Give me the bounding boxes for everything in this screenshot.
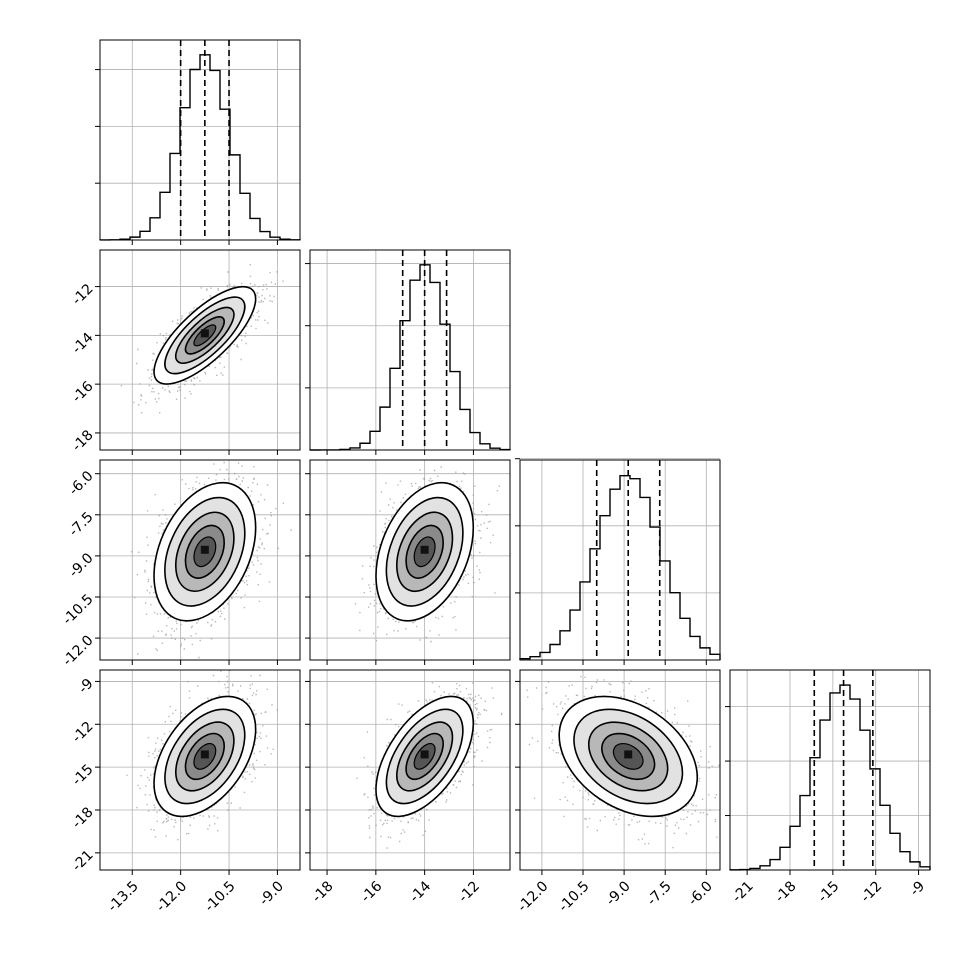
y-tick-label: -10.5 [60,591,97,628]
scatter-panel-2-1 [309,459,511,661]
x-tick-label: -18 [772,878,799,905]
x-tick-label: -13.5 [105,878,142,915]
scatter-points [130,460,292,659]
scatter-panel-3-2 [519,669,721,871]
scatter-points [356,682,503,849]
x-tick-label: -10.5 [556,878,593,915]
scatter-points [526,675,720,849]
x-tick-label: -9 [907,878,928,899]
x-tick-label: -6.0 [685,878,716,909]
x-tick-label: -12 [858,878,885,905]
density-peak [420,750,429,759]
scatter-frame [519,669,721,871]
histogram-panel-3 [725,669,931,871]
x-tick-label: -12.0 [515,878,552,915]
y-tick-label: -9.0 [66,550,97,581]
x-tick-label: -15 [815,878,842,905]
y-tick-label: -15 [69,761,96,788]
x-tick-label: -12 [456,878,483,905]
hist-frame [309,249,511,451]
y-tick-label: -7.5 [66,509,97,540]
density-peak [200,545,209,554]
histogram-panel-1 [305,249,511,451]
scatter-frame [99,459,301,661]
x-tick-label: -21 [729,878,756,905]
hist-steps [729,684,931,871]
hist-frame [519,459,721,661]
y-tick-label: -18 [69,804,96,831]
scatter-frame [99,249,301,451]
scatter-points [354,466,501,643]
hist-frame [99,39,301,241]
y-tick-label: -14 [69,330,97,358]
scatter-points [126,670,278,841]
scatter-panel-3-1 [309,669,511,871]
scatter-frame [99,669,301,871]
scatter-frame [309,669,511,871]
scatter-panel-3-0 [99,669,301,871]
x-tick-label: -14 [407,878,435,906]
scatter-panel-2-0 [99,459,301,661]
hist-steps [99,54,301,241]
scatter-panel-1-0 [99,249,301,451]
x-tick-label: -7.5 [644,878,675,909]
density-peak [200,750,209,759]
hist-steps [309,264,511,451]
hist-steps [519,475,721,660]
x-tick-label: -18 [309,878,336,905]
histogram-panel-0 [95,39,301,241]
scatter-dots [526,675,720,849]
y-tick-label: -12 [69,281,96,308]
y-tick-label: -6.0 [66,468,97,499]
y-tick-label: -21 [69,847,96,874]
density-peak [200,329,209,338]
x-tick-label: -16 [358,878,386,906]
scatter-frame [309,459,511,661]
density-peak [624,750,633,759]
hist-frame [729,669,931,871]
x-tick-label: -12.0 [153,878,190,915]
scatter-points [120,264,284,414]
x-tick-label: -9.0 [256,878,287,909]
density-peak [420,545,429,554]
histogram-panel-2 [515,458,721,661]
y-tick-label: -16 [69,378,97,406]
y-tick-label: -12 [69,719,96,746]
y-tick-label: -9 [75,676,96,697]
x-tick-label: -10.5 [202,878,239,915]
y-tick-label: -18 [69,427,96,454]
x-tick-label: -9.0 [603,878,634,909]
y-tick-label: -12.0 [60,632,97,669]
